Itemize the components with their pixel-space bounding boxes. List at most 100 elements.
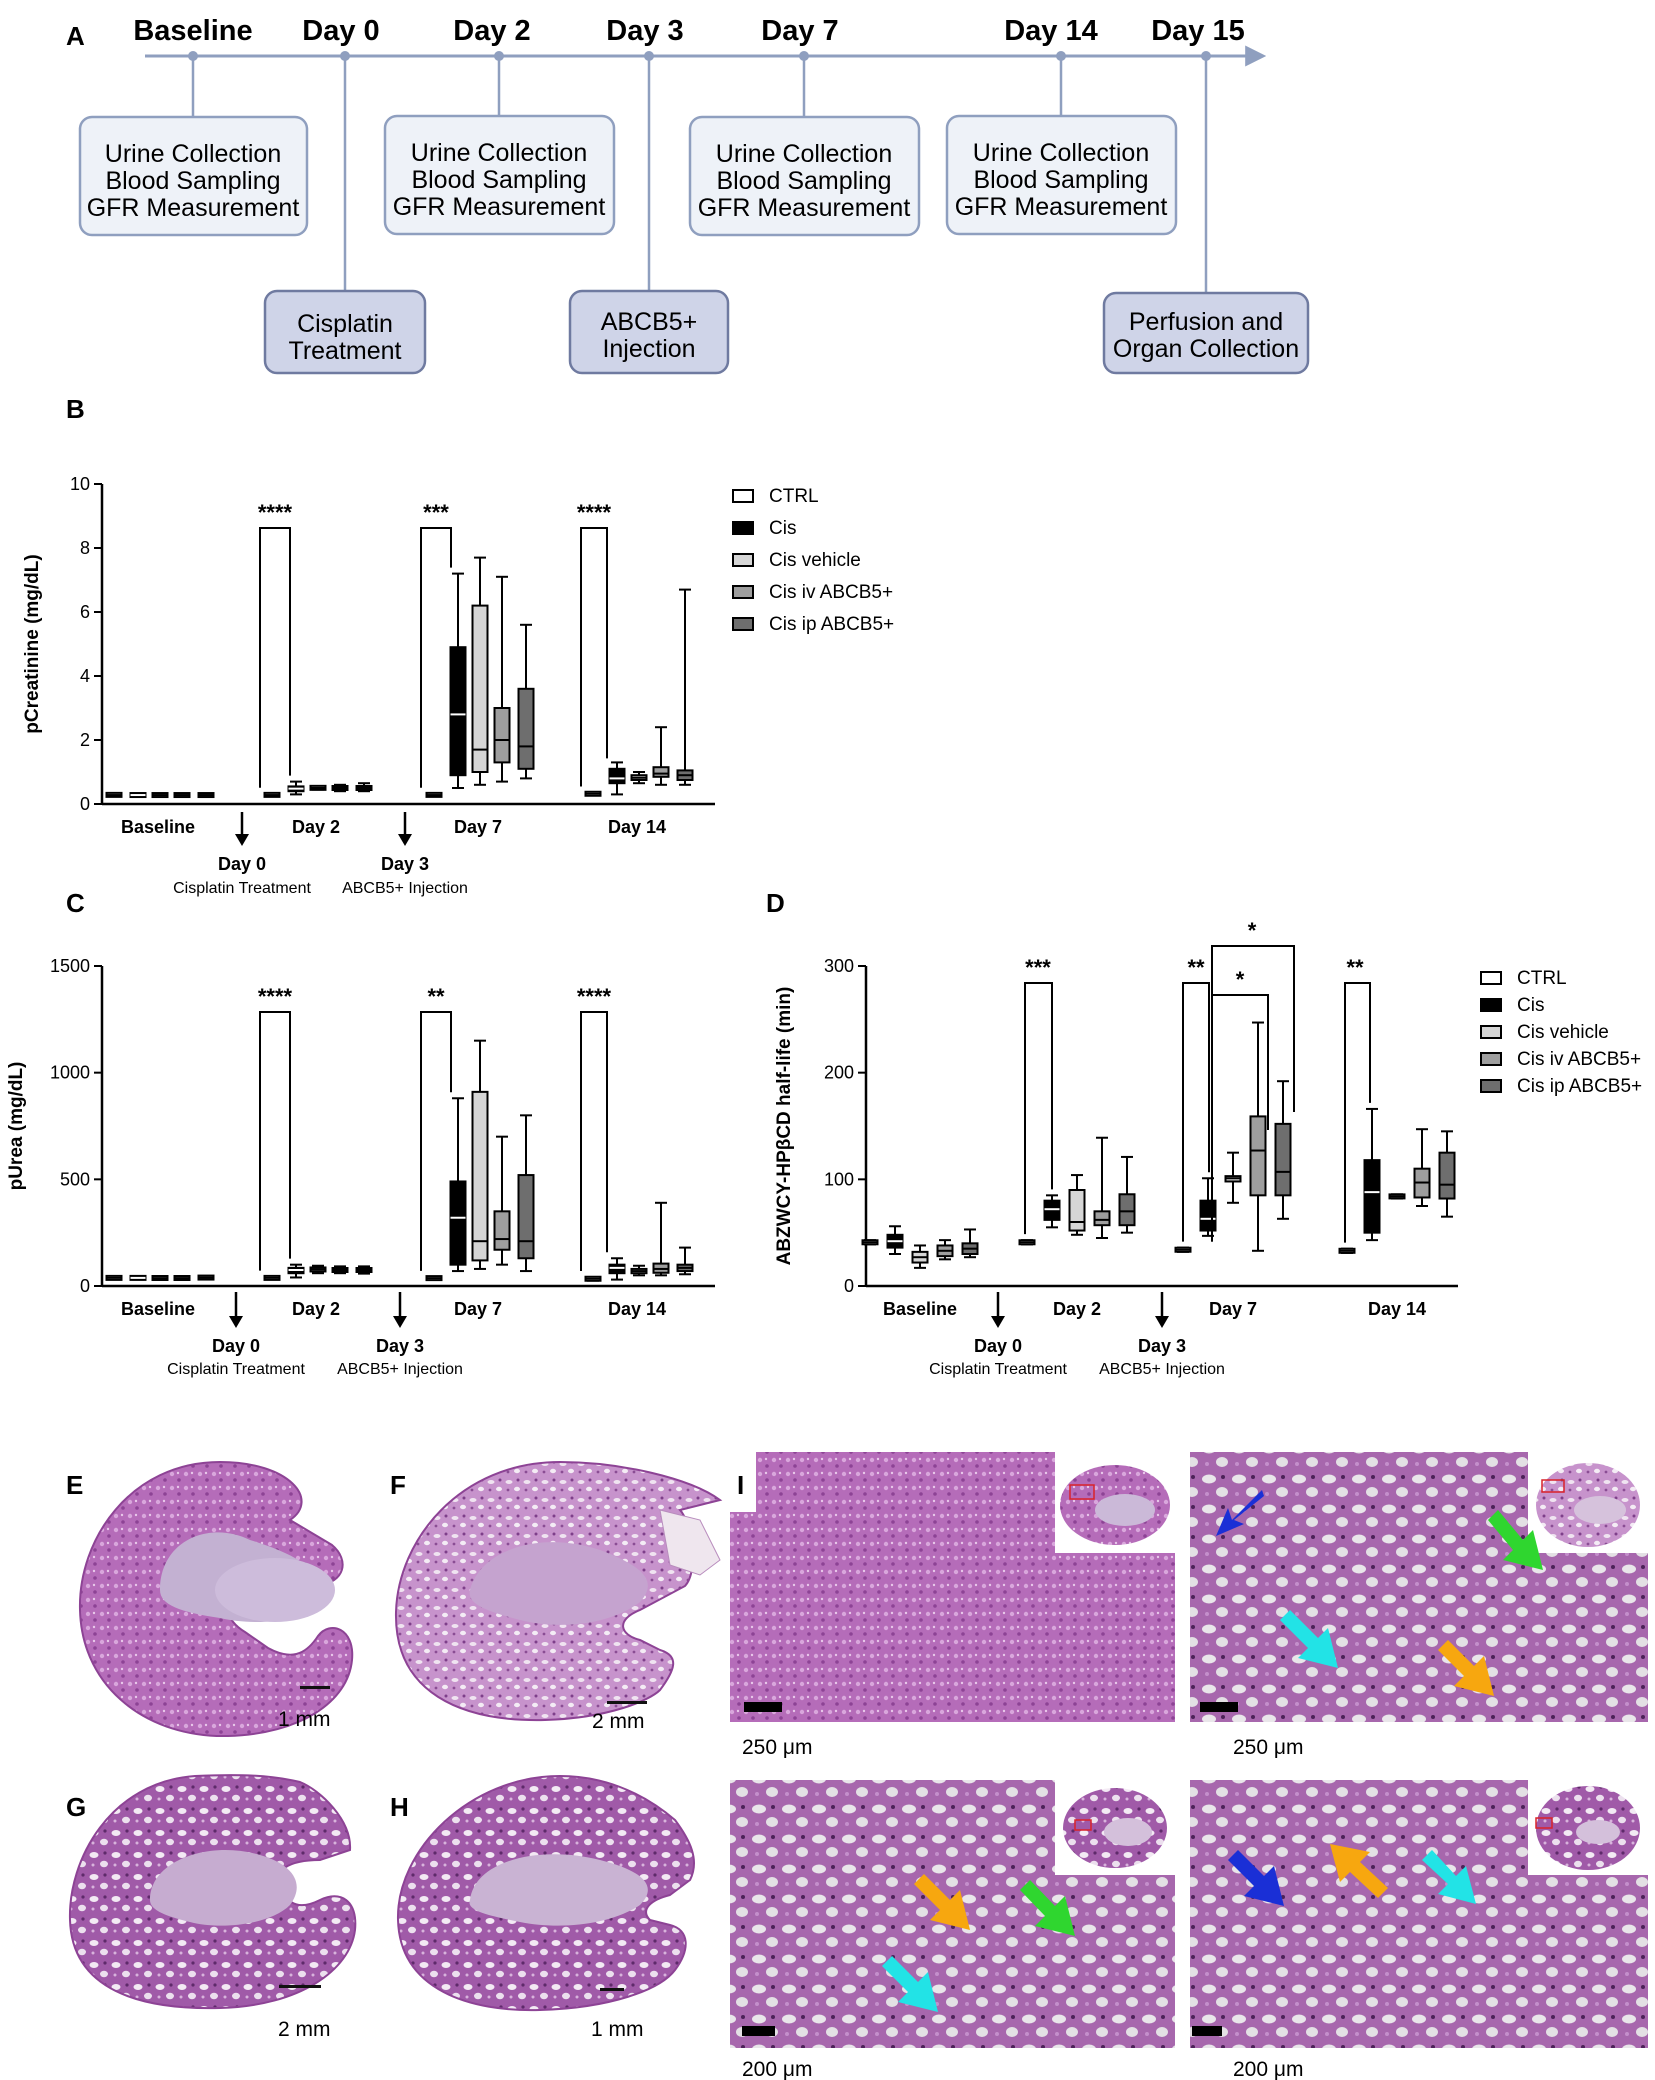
event-day-label: Day 3 [381, 854, 429, 874]
day-label-day0: Day 0 [302, 15, 379, 47]
significance-bracket [420, 1011, 452, 1271]
perfusion-box: Perfusion and Organ Collection [1102, 291, 1310, 375]
timeline-node [494, 51, 504, 61]
day-label-baseline: Baseline [133, 15, 252, 47]
timeline-node [1201, 51, 1211, 61]
box-line: Blood Sampling [105, 167, 280, 195]
y-tick-label: 8 [80, 538, 90, 558]
group-label: Baseline [883, 1299, 957, 1319]
panel-letter-a: A [66, 21, 85, 51]
y-tick-label: 1500 [50, 956, 90, 976]
significance-bracket [580, 527, 608, 787]
significance-label: * [1248, 918, 1257, 943]
box-cis [449, 1180, 467, 1266]
histology-panel-k [730, 1780, 1175, 2048]
group-label: Day 7 [454, 1299, 502, 1319]
legend-label: Cis ip ABCB5+ [769, 614, 894, 635]
event-description: Cisplatin Treatment [167, 1361, 305, 1378]
group-label: Day 14 [1368, 1299, 1426, 1319]
legend-swatch [732, 585, 754, 599]
box-line: Urine Collection [105, 140, 281, 168]
timeline-node [340, 51, 350, 61]
group-label: Day 14 [608, 817, 666, 837]
legend-label: Cis vehicle [769, 550, 861, 571]
day-label-day14: Day 14 [1004, 15, 1098, 47]
event-arrow-head [398, 834, 412, 846]
legend-swatch [732, 521, 754, 535]
scale-label-j: 250 μm [1233, 1736, 1303, 1759]
y-axis-label: pUrea (mg/dL) [6, 1062, 27, 1191]
y-tick-label: 0 [80, 794, 90, 814]
legend-swatch [1480, 1079, 1502, 1093]
kidney-section-f [394, 1460, 723, 1722]
event-description: ABCB5+ Injection [342, 880, 468, 897]
legend-label: CTRL [1517, 968, 1567, 989]
scale-bar [1200, 1702, 1238, 1712]
panel-letter-d: D [766, 888, 785, 918]
sampling-box-baseline: Urine Collection Blood Sampling GFR Meas… [78, 115, 309, 237]
y-tick-label: 0 [80, 1276, 90, 1296]
legend-swatch [732, 489, 754, 503]
legend-b: CTRL Cis Cis vehicle Cis iv ABCB5+ Cis ip AB… [732, 486, 894, 635]
timeline-node [644, 51, 654, 61]
box-line: GFR Measurement [393, 193, 606, 221]
scale-label-e: 1 mm [278, 1708, 331, 1731]
panel-letter-e: E [66, 1470, 83, 1500]
scale-label-i: 250 μm [742, 1736, 812, 1759]
box-line: GFR Measurement [955, 193, 1168, 221]
box-line: Blood Sampling [411, 166, 586, 194]
panel-letter-g: G [66, 1792, 86, 1822]
event-arrow-head [229, 1316, 243, 1328]
panel-letter-c: C [66, 888, 85, 918]
legend-label: Cis [769, 518, 796, 539]
y-tick-label: 200 [824, 1063, 854, 1083]
timeline-node [188, 51, 198, 61]
significance-bracket [420, 527, 452, 788]
blue-arrow-icon [1216, 1490, 1264, 1536]
orange-arrow-icon [914, 1874, 970, 1930]
chart-purea: 0 500 1000 1500 pUrea (mg/dL) Baseline Day 2 Da… [6, 956, 715, 1378]
legend-label: Cis iv ABCB5+ [1517, 1049, 1641, 1070]
event-description: ABCB5+ Injection [1099, 1361, 1225, 1378]
y-tick-label: 0 [844, 1276, 854, 1296]
legend-label: Cis iv ABCB5+ [769, 582, 893, 603]
y-axis-label: pCreatinine (mg/dL) [22, 554, 43, 733]
cyan-arrow-icon [1422, 1850, 1476, 1904]
y-tick-label: 4 [80, 666, 90, 686]
group-label: Baseline [121, 817, 195, 837]
y-tick-label: 10 [70, 474, 90, 494]
kidney-section-g [68, 1774, 357, 2010]
box-cis [449, 646, 467, 777]
panel-letter-f: F [390, 1470, 406, 1500]
significance-bracket [259, 1011, 291, 1271]
box-line: Cisplatin [297, 310, 393, 338]
significance-bracket [1211, 945, 1295, 1242]
legend-swatch [1480, 971, 1502, 985]
box-cis-ip-abcb5- [1274, 1122, 1292, 1197]
legend-swatch [1480, 1052, 1502, 1066]
event-day-label: Day 0 [218, 854, 266, 874]
box-cis-iv-abcb5- [493, 707, 511, 764]
panel-letter-b: B [66, 394, 85, 424]
group-label: Day 2 [292, 817, 340, 837]
box-line: Blood Sampling [716, 167, 891, 195]
cyan-arrow-icon [1280, 1610, 1338, 1668]
box-cis-ip-abcb5- [517, 1174, 535, 1260]
significance-label: ** [427, 984, 445, 1009]
y-tick-label: 500 [60, 1169, 90, 1189]
box-line: Urine Collection [716, 140, 892, 168]
panel-letter-h: H [390, 1792, 409, 1822]
box-cis [1043, 1199, 1061, 1221]
sampling-box-day2: Urine Collection Blood Sampling GFR Meas… [383, 114, 616, 236]
event-day-label: Day 0 [212, 1336, 260, 1356]
scale-label-l: 200 μm [1233, 2058, 1303, 2080]
legend-label: CTRL [769, 486, 819, 507]
group-label: Baseline [121, 1299, 195, 1319]
day-label-day3: Day 3 [606, 15, 683, 47]
cisplatin-box: Cisplatin Treatment [263, 289, 427, 375]
blue-arrow-icon [1228, 1850, 1284, 1906]
legend-label: Cis [1517, 995, 1544, 1016]
significance-label: **** [577, 984, 612, 1009]
abcb5-injection-box: ABCB5+ Injection [568, 289, 730, 375]
